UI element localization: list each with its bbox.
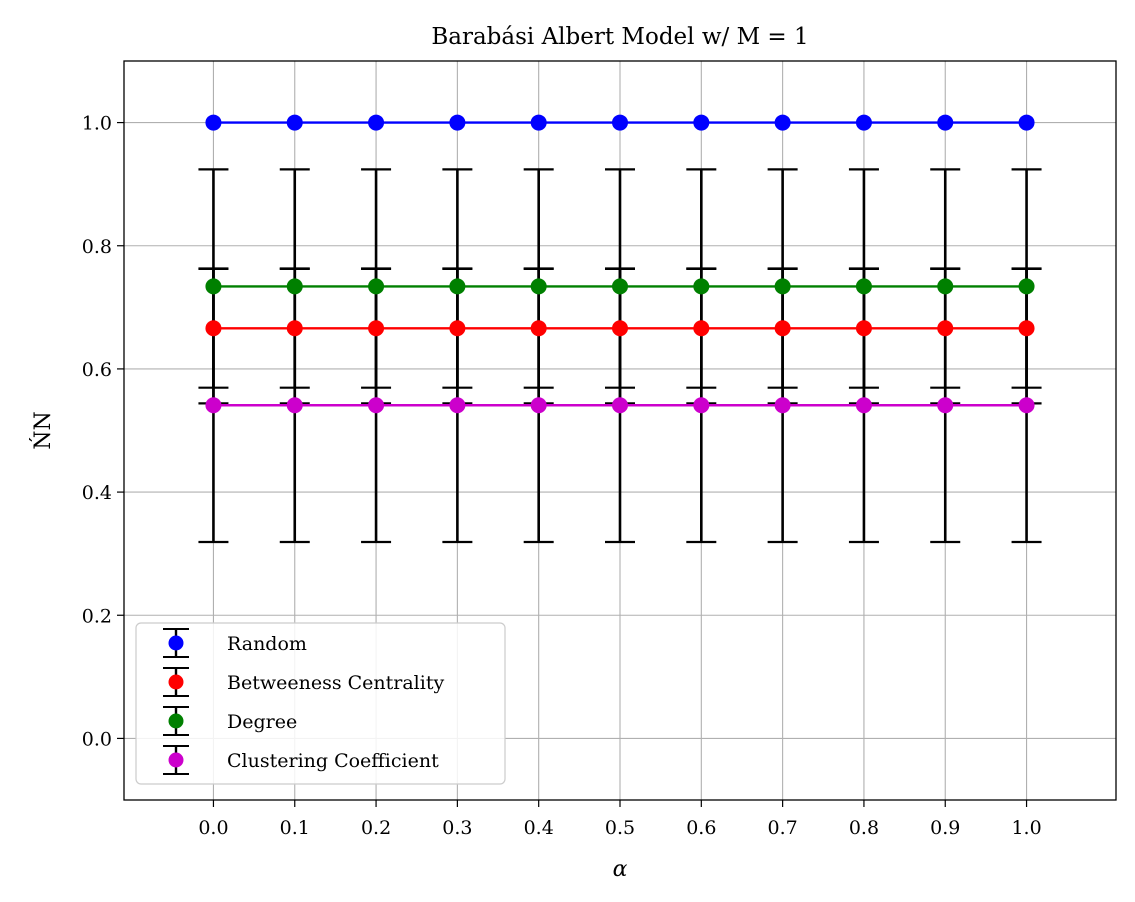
data-point-degree — [1018, 278, 1035, 295]
data-point-betweeness-centrality — [693, 320, 710, 337]
y-tick-label: 0.6 — [82, 359, 112, 381]
x-tick-label: 0.1 — [280, 817, 310, 839]
legend-marker-clustering-coefficient — [168, 752, 184, 768]
data-point-random — [855, 114, 872, 131]
x-tick-label: 0.3 — [442, 817, 472, 839]
data-point-random — [368, 114, 385, 131]
data-point-degree — [286, 278, 303, 295]
data-points — [205, 114, 1035, 414]
data-point-random — [205, 114, 222, 131]
legend-marker-random — [168, 635, 184, 651]
x-tick-label: 0.2 — [361, 817, 391, 839]
x-tick-label: 0.6 — [686, 817, 716, 839]
ticks: 0.0 0.1 0.2 0.3 0.4 0.5 0.6 0.7 0.8 0.9 1.0 0.0 0.2 0… — [82, 113, 1042, 839]
x-tick-label: 0.9 — [930, 817, 960, 839]
legend-label-clustering-coefficient: Clustering Coefficient — [227, 750, 439, 772]
data-point-degree — [205, 278, 222, 295]
x-axis-label: α — [613, 857, 628, 882]
data-point-betweeness-centrality — [286, 320, 303, 337]
data-point-betweeness-centrality — [855, 320, 872, 337]
data-point-random — [774, 114, 791, 131]
data-point-random — [693, 114, 710, 131]
data-point-clustering-coefficient — [286, 397, 303, 414]
data-point-degree — [612, 278, 628, 295]
error-bars — [198, 168, 1042, 544]
x-tick-label: 0.7 — [768, 817, 798, 839]
y-tick-label: 0.4 — [82, 482, 112, 504]
legend-marker-betweeness-centrality — [168, 674, 184, 690]
data-point-degree — [855, 278, 872, 295]
data-point-random — [286, 114, 303, 131]
chart-title: Barabási Albert Model w/ M = 1 — [431, 24, 808, 50]
data-point-clustering-coefficient — [205, 397, 222, 414]
x-tick-label: 0.0 — [198, 817, 228, 839]
data-point-betweeness-centrality — [205, 320, 222, 337]
data-point-betweeness-centrality — [612, 320, 628, 337]
x-tick-label: 0.4 — [524, 817, 554, 839]
legend: Random Betweeness Centrality Degree Cluster… — [135, 622, 506, 785]
data-point-clustering-coefficient — [1018, 397, 1035, 414]
data-point-betweeness-centrality — [1018, 320, 1035, 337]
data-point-degree — [937, 278, 954, 295]
legend-label-betweeness-centrality: Betweeness Centrality — [227, 672, 444, 694]
legend-box — [135, 622, 506, 785]
data-point-clustering-coefficient — [368, 397, 385, 414]
legend-label-random: Random — [227, 633, 307, 655]
data-point-clustering-coefficient — [855, 397, 872, 414]
data-point-degree — [693, 278, 710, 295]
data-point-betweeness-centrality — [530, 320, 547, 337]
data-point-clustering-coefficient — [774, 397, 791, 414]
y-tick-label: 0.2 — [82, 605, 112, 627]
data-point-clustering-coefficient — [693, 397, 710, 414]
data-point-random — [530, 114, 547, 131]
data-point-degree — [530, 278, 547, 295]
x-tick-label: 0.5 — [605, 817, 635, 839]
data-point-random — [449, 114, 466, 131]
y-tick-label: 0.8 — [82, 236, 112, 258]
data-point-clustering-coefficient — [937, 397, 954, 414]
data-point-clustering-coefficient — [449, 397, 466, 414]
data-point-random — [612, 114, 628, 131]
data-point-clustering-coefficient — [612, 397, 628, 414]
data-point-random — [937, 114, 954, 131]
data-point-clustering-coefficient — [530, 397, 547, 414]
data-point-betweeness-centrality — [449, 320, 466, 337]
data-point-degree — [774, 278, 791, 295]
data-point-betweeness-centrality — [368, 320, 385, 337]
data-point-degree — [368, 278, 385, 295]
y-tick-label: 0.0 — [82, 728, 112, 750]
y-tick-label: 1.0 — [82, 113, 112, 135]
x-tick-label: 1.0 — [1011, 817, 1041, 839]
data-point-degree — [449, 278, 466, 295]
data-point-random — [1018, 114, 1035, 131]
y-axis-label: ŃN — [29, 411, 56, 450]
legend-marker-degree — [168, 713, 184, 729]
data-point-betweeness-centrality — [937, 320, 954, 337]
data-point-betweeness-centrality — [774, 320, 791, 337]
legend-label-degree: Degree — [227, 711, 297, 733]
x-tick-label: 0.8 — [849, 817, 879, 839]
